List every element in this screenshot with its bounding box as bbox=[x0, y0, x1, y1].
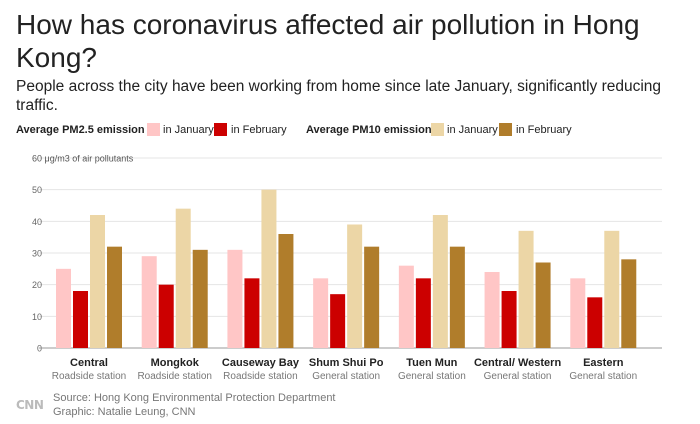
bar-pm10_feb-0 bbox=[107, 246, 122, 348]
bar-pm25_jan-5 bbox=[484, 272, 500, 348]
chart-subtitle: People across the city have been working… bbox=[16, 78, 662, 114]
bar-pm25_feb-5 bbox=[501, 291, 517, 348]
legend-pm25-january-label: in January bbox=[163, 124, 214, 136]
graphic-credit: Graphic: Natalie Leung, CNN bbox=[53, 406, 196, 418]
x-tick-label-1: Mongkok bbox=[151, 357, 200, 369]
bar-pm10_feb-6 bbox=[621, 259, 637, 348]
bar-pm10_feb-3 bbox=[364, 246, 380, 348]
legend-pm10-january-label: in January bbox=[447, 124, 498, 136]
x-tick-label-2: Causeway Bay bbox=[222, 357, 300, 369]
bar-pm10_jan-0 bbox=[90, 215, 105, 348]
bar-pm10_feb-5 bbox=[535, 262, 551, 348]
bar-pm25_feb-2 bbox=[244, 278, 260, 348]
bar-pm25_jan-2 bbox=[227, 249, 243, 348]
y-tick-label-50: 50 bbox=[32, 185, 42, 195]
chart-title: How has coronavirus affected air polluti… bbox=[16, 9, 640, 73]
bar-pm10_feb-1 bbox=[192, 249, 208, 348]
bar-pm10_jan-2 bbox=[261, 189, 277, 348]
x-tick-label-0: Central bbox=[70, 357, 108, 369]
bar-pm25_feb-1 bbox=[158, 284, 174, 348]
x-tick-label-4: Tuen Mun bbox=[406, 357, 457, 369]
legend-pm25-february-label: in February bbox=[231, 124, 287, 136]
x-subtick-label-2: Roadside station bbox=[223, 371, 298, 382]
y-tick-label-10: 10 bbox=[32, 312, 42, 322]
x-subtick-label-1: Roadside station bbox=[137, 371, 212, 382]
bar-pm25_jan-4 bbox=[398, 265, 414, 348]
bar-pm10_jan-4 bbox=[432, 215, 448, 348]
bar-pm10_jan-5 bbox=[518, 230, 534, 348]
x-subtick-label-5: General station bbox=[484, 371, 552, 382]
bar-pm10_jan-6 bbox=[604, 230, 620, 348]
y-tick-label-30: 30 bbox=[32, 249, 42, 259]
cnn-logo: CNN bbox=[16, 398, 44, 412]
x-subtick-label-0: Roadside station bbox=[52, 371, 127, 382]
bar-pm25_feb-3 bbox=[330, 294, 346, 348]
bar-pm10_jan-1 bbox=[175, 208, 191, 348]
bar-pm10_feb-2 bbox=[278, 234, 294, 348]
chart-source: Source: Hong Kong Environmental Protecti… bbox=[53, 391, 336, 419]
x-subtick-label-3: General station bbox=[312, 371, 380, 382]
legend-pm10-february-label: in February bbox=[516, 124, 572, 136]
legend-pm25-title: Average PM2.5 emission bbox=[16, 124, 145, 136]
x-subtick-label-6: General station bbox=[569, 371, 637, 382]
legend: Average PM2.5 emission in January in Feb… bbox=[0, 122, 700, 140]
bar-pm25_jan-3 bbox=[313, 278, 329, 348]
x-subtick-label-4: General station bbox=[398, 371, 466, 382]
bar-pm25_jan-0 bbox=[56, 268, 71, 348]
bar-pm25_feb-0 bbox=[73, 291, 88, 348]
x-tick-label-3: Shum Shui Po bbox=[309, 357, 384, 369]
bar-pm25_feb-4 bbox=[415, 278, 431, 348]
legend-pm10-title: Average PM10 emission bbox=[306, 124, 432, 136]
legend-pm25-january-swatch bbox=[147, 123, 160, 136]
bar-pm25_jan-1 bbox=[141, 256, 157, 348]
legend-pm10-january-swatch bbox=[431, 123, 444, 136]
x-tick-label-6: Eastern bbox=[583, 357, 624, 369]
source-text: Source: Hong Kong Environmental Protecti… bbox=[53, 392, 336, 404]
y-tick-label-40: 40 bbox=[32, 217, 42, 227]
bar-pm10_jan-3 bbox=[347, 224, 363, 348]
bar-pm25_jan-6 bbox=[570, 278, 586, 348]
legend-pm25-february-swatch bbox=[214, 123, 227, 136]
x-tick-label-5: Central/ Western bbox=[474, 357, 561, 369]
legend-pm10-february-swatch bbox=[499, 123, 512, 136]
y-axis-label: 60 μg/m3 of air pollutants bbox=[32, 154, 134, 164]
bar-pm10_feb-4 bbox=[449, 246, 465, 348]
y-tick-label-20: 20 bbox=[32, 280, 42, 290]
bar-pm25_feb-6 bbox=[587, 297, 603, 348]
